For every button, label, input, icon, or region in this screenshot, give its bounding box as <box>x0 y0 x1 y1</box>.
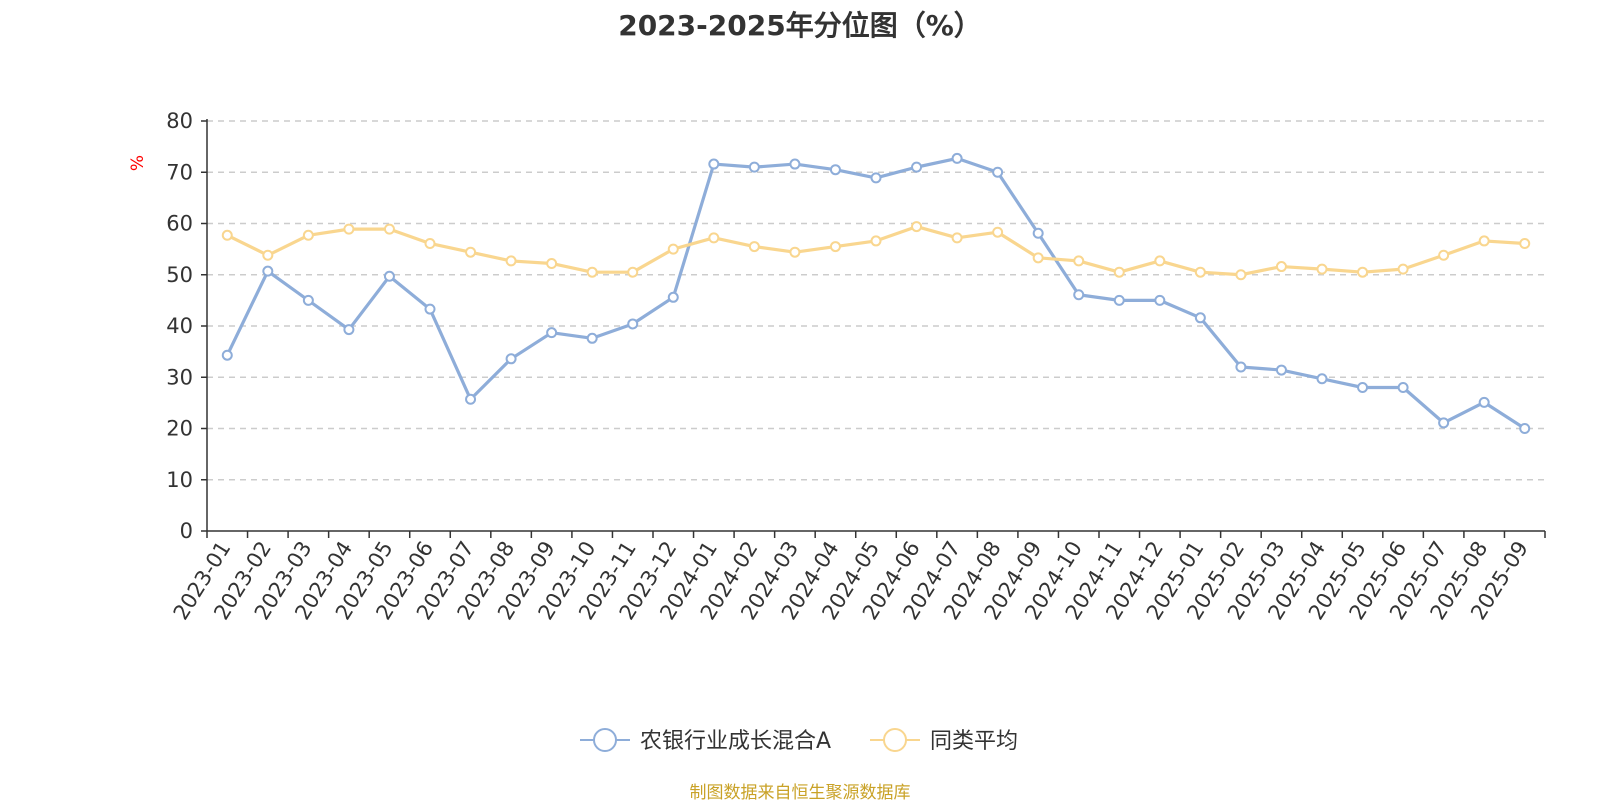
data-point[interactable] <box>789 158 801 170</box>
data-point[interactable] <box>465 246 477 258</box>
data-point[interactable] <box>1397 263 1409 275</box>
data-point[interactable] <box>870 172 882 184</box>
data-point[interactable] <box>870 235 882 247</box>
data-point[interactable] <box>1519 423 1531 434</box>
y-tick-label: 60 <box>166 212 193 236</box>
data-point[interactable] <box>1316 263 1328 275</box>
data-point[interactable] <box>1438 417 1450 429</box>
data-point[interactable] <box>1275 261 1287 273</box>
series-2 <box>221 221 1531 281</box>
data-point[interactable] <box>1073 255 1085 267</box>
data-point[interactable] <box>708 158 720 170</box>
data-point[interactable] <box>1275 364 1287 376</box>
grid-lines <box>207 120 1545 481</box>
data-point[interactable] <box>1235 361 1247 373</box>
data-point[interactable] <box>951 232 963 244</box>
data-point[interactable] <box>829 241 841 253</box>
series-line <box>225 156 1526 430</box>
data-point[interactable] <box>1478 396 1490 408</box>
data-point[interactable] <box>1438 249 1450 261</box>
y-tick-label: 10 <box>166 468 193 492</box>
legend-marker <box>883 728 907 752</box>
data-point[interactable] <box>465 393 477 405</box>
data-point[interactable] <box>221 349 233 361</box>
data-point[interactable] <box>302 294 314 306</box>
data-point[interactable] <box>667 243 679 255</box>
data-point[interactable] <box>424 303 436 315</box>
data-point[interactable] <box>586 266 598 278</box>
data-point[interactable] <box>302 229 314 241</box>
data-point[interactable] <box>708 232 720 244</box>
y-axis-label: % <box>128 155 148 171</box>
y-tick-label: 30 <box>166 365 193 389</box>
data-point[interactable] <box>383 223 395 235</box>
data-point[interactable] <box>1519 237 1531 249</box>
data-point[interactable] <box>1154 294 1166 306</box>
data-point[interactable] <box>546 327 558 339</box>
data-point[interactable] <box>1113 266 1125 278</box>
series <box>221 152 1531 434</box>
data-point[interactable] <box>343 223 355 235</box>
data-point[interactable] <box>992 226 1004 238</box>
legend-item-1[interactable]: 农银行业成长混合A <box>580 728 831 754</box>
data-point[interactable] <box>505 353 517 365</box>
y-tick-label: 70 <box>166 160 193 184</box>
data-point[interactable] <box>1397 382 1409 393</box>
y-tick-label: 0 <box>180 519 193 543</box>
data-point[interactable] <box>951 152 963 164</box>
data-point[interactable] <box>262 249 274 261</box>
data-point[interactable] <box>1478 235 1490 247</box>
legend-label: 同类平均 <box>930 729 1018 754</box>
data-point[interactable] <box>1357 382 1369 393</box>
data-point[interactable] <box>383 270 395 282</box>
series-line <box>226 224 1525 277</box>
data-point[interactable] <box>546 257 558 269</box>
chart-title: 2023-2025年分位图（%） <box>618 9 982 42</box>
legend-marker <box>593 728 617 752</box>
data-point[interactable] <box>1032 252 1044 264</box>
data-point[interactable] <box>262 265 274 277</box>
data-point[interactable] <box>1032 227 1044 239</box>
data-point[interactable] <box>1316 373 1328 385</box>
data-point[interactable] <box>667 291 679 303</box>
data-point[interactable] <box>505 255 517 267</box>
y-tick-label: 20 <box>166 417 193 441</box>
data-point[interactable] <box>992 166 1004 178</box>
data-point[interactable] <box>829 164 841 176</box>
data-point[interactable] <box>1073 289 1085 301</box>
data-point[interactable] <box>586 332 598 344</box>
data-point[interactable] <box>1235 269 1247 281</box>
y-tick-label: 40 <box>166 314 193 338</box>
data-point[interactable] <box>424 237 436 249</box>
data-point[interactable] <box>627 318 639 330</box>
data-point[interactable] <box>1357 266 1369 278</box>
data-point[interactable] <box>1194 312 1206 324</box>
data-point[interactable] <box>911 221 923 233</box>
data-point[interactable] <box>343 324 355 336</box>
series-1 <box>221 152 1531 434</box>
legend[interactable]: 农银行业成长混合A 同类平均 <box>580 728 1018 754</box>
y-tick-label: 80 <box>166 109 193 133</box>
data-point[interactable] <box>748 241 760 253</box>
data-point[interactable] <box>911 161 923 173</box>
data-point[interactable] <box>627 266 639 278</box>
data-point[interactable] <box>789 246 801 258</box>
legend-label: 农银行业成长混合A <box>640 729 831 754</box>
data-source-note: 制图数据来自恒生聚源数据库 <box>689 783 911 803</box>
data-point[interactable] <box>748 161 760 173</box>
data-point[interactable] <box>1194 266 1206 278</box>
axes: 010203040506070802023-012023-022023-0320… <box>166 109 1546 624</box>
legend-item-2[interactable]: 同类平均 <box>870 728 1018 754</box>
data-point[interactable] <box>1113 294 1125 306</box>
data-point[interactable] <box>1154 255 1166 267</box>
data-point[interactable] <box>221 229 233 241</box>
y-tick-label: 50 <box>166 263 193 287</box>
